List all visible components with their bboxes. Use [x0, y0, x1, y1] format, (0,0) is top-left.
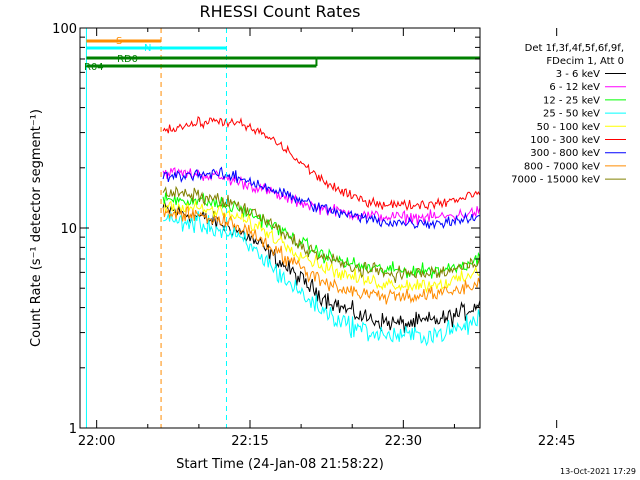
- legend-label: 800 - 7000 keV: [524, 161, 600, 172]
- legend-label: 3 - 6 keV: [556, 69, 600, 80]
- x-tick-label: 22:30: [385, 434, 422, 449]
- legend-label: 50 - 100 keV: [537, 122, 601, 133]
- legend-label: 25 - 50 keV: [543, 109, 600, 120]
- attenuator-label: S: [116, 36, 122, 47]
- legend-header: Det 1f,3f,4f,5f,6f,9f,: [525, 43, 624, 54]
- series-line: [162, 185, 480, 284]
- series-line: [162, 166, 480, 230]
- y-axis-label: Count Rate (s⁻¹ detector segment⁻¹): [29, 109, 44, 347]
- series-line: [163, 211, 480, 347]
- x-axis-label: Start Time (24-Jan-08 21:58:22): [176, 457, 384, 472]
- series-line: [162, 199, 480, 294]
- chart-title: RHESSI Count Rates: [200, 2, 361, 21]
- series-line: [162, 205, 480, 305]
- x-tick-label: 22:45: [538, 434, 575, 449]
- legend-header: FDecim 1, Att 0: [546, 56, 624, 67]
- legend: Det 1f,3f,4f,5f,6f,9f, FDecim 1, Att 0 3 -…: [511, 43, 626, 186]
- series-line: [162, 116, 480, 212]
- legend-label: 6 - 12 keV: [549, 82, 600, 93]
- y-tick-label: 10: [60, 222, 77, 237]
- night-label: N: [144, 43, 151, 54]
- r04-label: R04: [84, 62, 104, 73]
- x-tick-label: 22:00: [78, 434, 115, 449]
- rd0-label: RD0: [117, 54, 138, 65]
- y-axis: 1 10 100: [52, 22, 480, 437]
- series-line: [162, 192, 480, 279]
- y-tick-label: 1: [69, 422, 77, 437]
- footer-date: 13-Oct-2021 17:29: [560, 467, 636, 476]
- legend-label: 300 - 800 keV: [530, 148, 600, 159]
- series-line: [162, 201, 480, 334]
- legend-label: 7000 - 15000 keV: [511, 175, 600, 186]
- y-tick-label: 100: [52, 22, 77, 37]
- legend-label: 100 - 300 keV: [530, 135, 600, 146]
- x-tick-label: 22:15: [231, 434, 268, 449]
- legend-label: 12 - 25 keV: [543, 95, 600, 106]
